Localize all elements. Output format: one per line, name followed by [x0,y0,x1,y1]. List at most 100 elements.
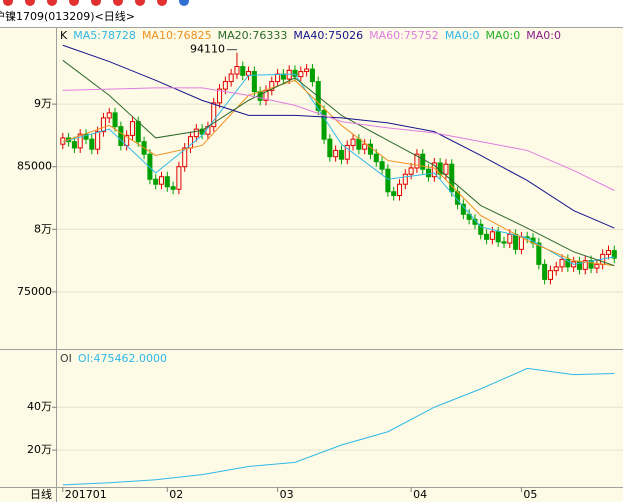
candle-body [135,121,141,143]
candle-body [129,121,135,136]
candle-body [158,176,165,185]
candle-body [211,102,217,128]
candle-body [605,250,612,255]
legend-entry: MA60:75752 [369,29,439,42]
candle-body [153,178,159,185]
line [62,87,615,191]
candle-body [391,191,397,197]
y-tick-label: 9万 [34,97,52,110]
panel-title: OI [60,352,72,365]
candle-body [420,153,426,170]
candle-body [118,126,124,146]
candle-body [298,71,304,78]
candle-body [611,250,617,259]
candle-body [275,73,281,83]
candle-body [547,270,553,280]
title-bar [0,0,623,27]
candle-body [385,168,391,193]
candle-body [582,260,588,270]
candle-body [553,266,559,272]
candle-body [193,128,199,138]
candle-body [373,153,379,163]
candle-body [460,203,466,215]
candle-body [304,68,310,73]
candle-body [501,241,507,244]
candle-body [176,166,182,190]
candle-body [344,144,350,160]
candle-body [234,66,240,75]
candle-body [576,261,582,270]
candle-body [402,173,408,185]
y-tick-label: 40万 [27,400,52,413]
candle-body [263,89,269,101]
candle-body [425,168,432,178]
x-tick-label: 201701 [65,488,107,501]
y-tick-label: 20万 [27,443,52,456]
x-axis-label: 日线 [30,487,52,501]
y-tick-label: 75000 [17,285,52,298]
line [62,73,615,265]
toolbar-icons [3,0,189,6]
candle-body [71,141,77,149]
candle-body [588,260,594,269]
candle-body [228,73,234,83]
candle-body [292,69,298,78]
annotation: 94110 [190,43,225,56]
legend-entry: MA20:76333 [218,29,288,42]
candle-body [559,258,565,268]
legend-entry: MA0:0 [445,29,480,42]
candle-body [251,71,257,93]
candle-body [327,138,333,158]
candle-body [217,88,223,104]
candle-body [222,81,228,90]
candle-body [240,66,246,76]
candle-body [536,242,542,265]
candle-body [77,133,83,149]
candle-body [100,117,106,133]
candle-body [408,167,414,175]
y-tick-label: 8万 [34,222,52,235]
candle-body [507,233,513,244]
candle-body [396,183,403,197]
legend-entry: MA5:78728 [73,29,136,42]
candle-body [309,68,315,83]
candle-body [106,112,112,119]
candle-body [495,231,501,243]
candle-body [257,91,263,101]
x-tick-label: 04 [413,488,427,501]
legend-entry: MA40:75026 [293,29,363,42]
candle-body [164,176,170,188]
legend-entry: K [60,29,68,42]
legend-entry: MA0:0 [486,29,521,42]
candle-body [112,112,118,128]
candle-body [147,153,153,180]
line [62,59,615,267]
candle-body [170,186,176,190]
y-tick-label: 85000 [17,160,52,173]
candle-body [565,258,571,268]
candle-body [350,138,356,146]
line [62,367,615,486]
legend-entry: MA10:76825 [142,29,212,42]
x-tick-label: 03 [280,488,294,501]
candle-body [83,133,89,140]
candle-body [356,138,362,150]
candle-body [95,131,101,150]
candle-body [484,233,490,240]
candle-body [89,138,95,150]
candle-body [182,147,188,168]
candle-body [414,153,420,169]
candle-body [269,81,275,91]
line [62,44,615,229]
legend-entry: MA0:0 [526,29,561,42]
candle-body [489,231,495,240]
candle-body [542,263,548,280]
candle-body [478,223,484,235]
x-tick-label: 05 [523,488,537,501]
candle-body [246,71,252,76]
candle-body [199,128,205,135]
candle-body [594,263,600,269]
candle-body [321,109,327,140]
x-tick-label: 02 [169,488,183,501]
